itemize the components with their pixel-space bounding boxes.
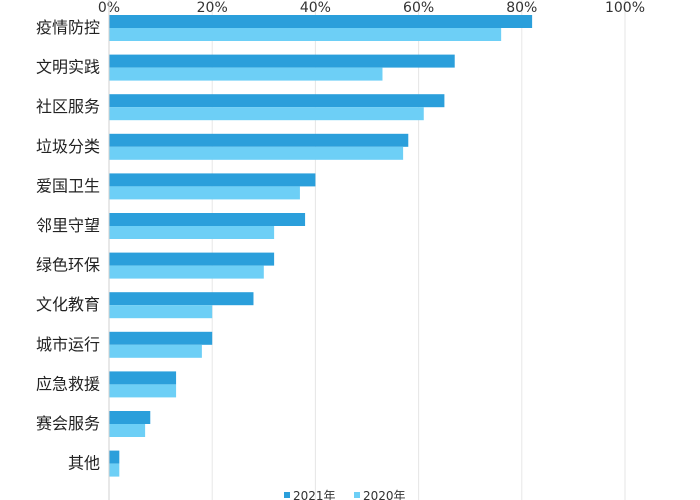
category-label: 疫情防控 bbox=[36, 18, 100, 37]
category-label: 绿色环保 bbox=[36, 256, 100, 275]
bar-2021年 bbox=[109, 54, 455, 68]
category-label: 邻里守望 bbox=[36, 216, 100, 235]
bar-2020年 bbox=[109, 186, 300, 200]
x-tick-label: 20% bbox=[197, 0, 228, 16]
legend-label: 2021年 bbox=[293, 489, 336, 500]
category-label: 爱国卫生 bbox=[36, 176, 100, 195]
bar-2021年 bbox=[109, 411, 151, 424]
category-label: 垃圾分类 bbox=[36, 137, 100, 156]
bar-2020年 bbox=[109, 107, 424, 121]
bar-2021年 bbox=[109, 213, 306, 226]
legend-swatch bbox=[354, 492, 360, 498]
bar-2021年 bbox=[109, 450, 120, 464]
bar-2021年 bbox=[109, 15, 533, 28]
category-label: 社区服务 bbox=[36, 97, 100, 116]
bar-2020年 bbox=[109, 463, 120, 477]
bar-2020年 bbox=[109, 146, 404, 160]
bar-2021年 bbox=[109, 252, 275, 266]
x-tick-label: 60% bbox=[403, 0, 434, 16]
category-label: 其他 bbox=[68, 454, 100, 473]
category-label: 赛会服务 bbox=[36, 414, 100, 433]
bar-2020年 bbox=[109, 424, 146, 437]
bar-2021年 bbox=[109, 94, 445, 108]
legend-label: 2020年 bbox=[363, 489, 406, 500]
category-label: 应急救援 bbox=[36, 374, 100, 393]
legend-swatch bbox=[284, 492, 290, 498]
x-tick-label: 80% bbox=[506, 0, 537, 16]
bar-2021年 bbox=[109, 292, 254, 306]
x-tick-label: 40% bbox=[300, 0, 331, 16]
x-tick-label: 100% bbox=[605, 0, 645, 16]
bar-2020年 bbox=[109, 265, 264, 279]
bar-2020年 bbox=[109, 305, 213, 319]
category-label: 城市运行 bbox=[36, 335, 100, 354]
category-label: 文化教育 bbox=[36, 295, 100, 314]
bar-2020年 bbox=[109, 344, 202, 358]
bar-2021年 bbox=[109, 331, 213, 345]
bar-2020年 bbox=[109, 226, 275, 239]
bar-2021年 bbox=[109, 173, 316, 187]
bar-2020年 bbox=[109, 384, 177, 398]
bar-2020年 bbox=[109, 67, 383, 81]
bar-2020年 bbox=[109, 28, 502, 41]
bar-2021年 bbox=[109, 371, 177, 385]
category-label: 文明实践 bbox=[36, 58, 100, 77]
bar-2021年 bbox=[109, 133, 409, 147]
